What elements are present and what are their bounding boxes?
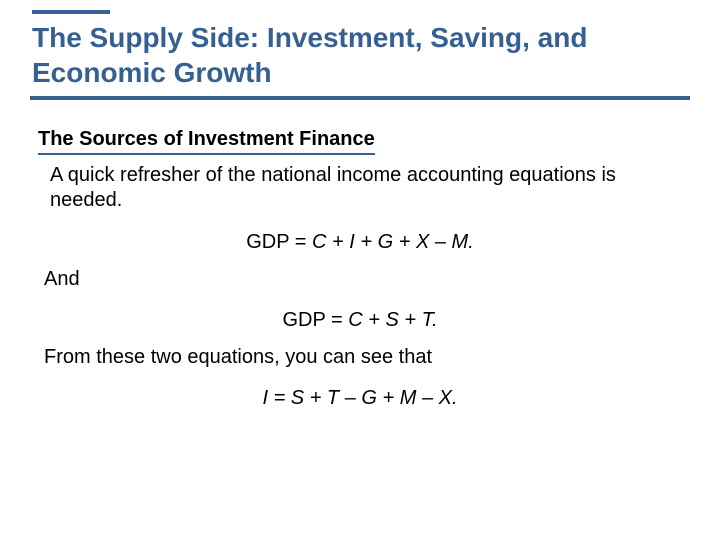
- subheading-container: The Sources of Investment Finance: [30, 128, 690, 155]
- and-text: And: [30, 268, 690, 291]
- eq1-rhs: C + I + G + X – M.: [312, 231, 474, 253]
- bridge-text: From these two equations, you can see th…: [30, 346, 690, 369]
- section-subheading: The Sources of Investment Finance: [38, 128, 375, 155]
- equation-3: I = S + T – G + M – X.: [30, 387, 690, 410]
- slide: The Supply Side: Investment, Saving, and…: [0, 0, 720, 540]
- equation-1: GDP = C + I + G + X – M.: [30, 231, 690, 254]
- title-underline: [30, 96, 690, 100]
- eq2-rhs: C + S + T.: [348, 309, 437, 331]
- eq1-lhs: GDP =: [246, 231, 312, 253]
- equation-2: GDP = C + S + T.: [30, 309, 690, 332]
- slide-title: The Supply Side: Investment, Saving, and…: [30, 14, 690, 92]
- eq2-lhs: GDP =: [282, 309, 348, 331]
- eq3-text: I = S + T – G + M – X.: [262, 387, 457, 409]
- intro-text: A quick refresher of the national income…: [30, 163, 690, 213]
